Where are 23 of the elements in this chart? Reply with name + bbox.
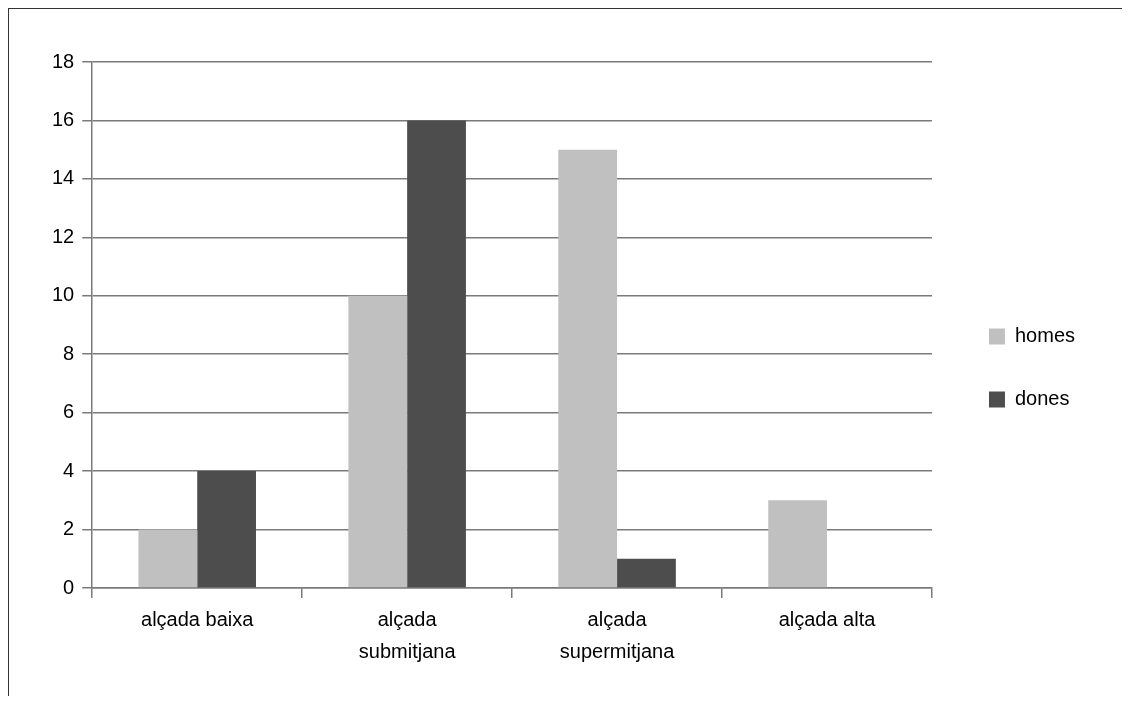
bar: [407, 120, 466, 588]
y-tick-label: 6: [63, 400, 75, 423]
legend-label: dones: [1014, 387, 1070, 410]
bar: [197, 471, 256, 588]
y-tick-label: 18: [52, 49, 75, 72]
bar: [617, 558, 676, 588]
x-tick-label: alçada baixa: [141, 607, 255, 630]
y-tick-label: 12: [52, 224, 75, 247]
bar: [348, 295, 408, 588]
x-tick-label: alçada submitjana: [358, 607, 457, 662]
bar: [138, 529, 198, 588]
y-tick-label: 14: [52, 166, 75, 189]
y-tick-label: 16: [52, 107, 75, 130]
x-tick-label: alçada alta: [778, 607, 877, 630]
legend-label: homes: [1014, 324, 1075, 347]
y-tick-label: 4: [63, 458, 75, 481]
bar: [768, 500, 828, 588]
y-tick-label: 8: [63, 341, 75, 364]
y-tick-label: 2: [63, 517, 75, 540]
y-tick-label: 0: [63, 575, 75, 598]
y-tick-label: 10: [52, 283, 75, 306]
x-tick-label: alçada supermitjana: [559, 607, 676, 662]
bar: [558, 149, 618, 588]
